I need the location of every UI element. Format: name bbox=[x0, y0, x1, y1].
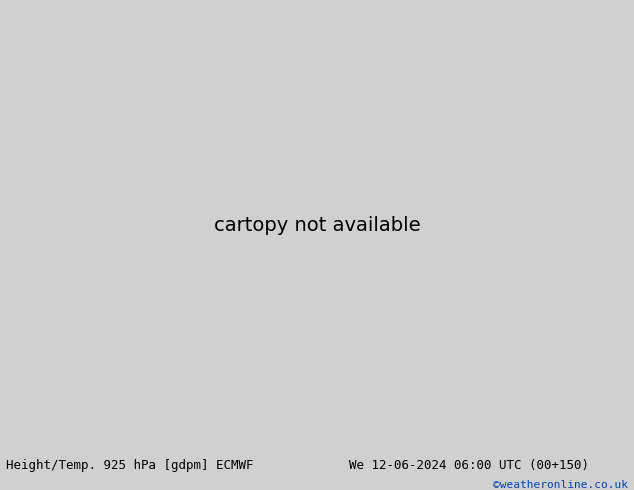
Text: Height/Temp. 925 hPa [gdpm] ECMWF: Height/Temp. 925 hPa [gdpm] ECMWF bbox=[6, 459, 254, 472]
Text: We 12-06-2024 06:00 UTC (00+150): We 12-06-2024 06:00 UTC (00+150) bbox=[349, 459, 589, 472]
Text: cartopy not available: cartopy not available bbox=[214, 216, 420, 235]
Text: ©weatheronline.co.uk: ©weatheronline.co.uk bbox=[493, 480, 628, 490]
